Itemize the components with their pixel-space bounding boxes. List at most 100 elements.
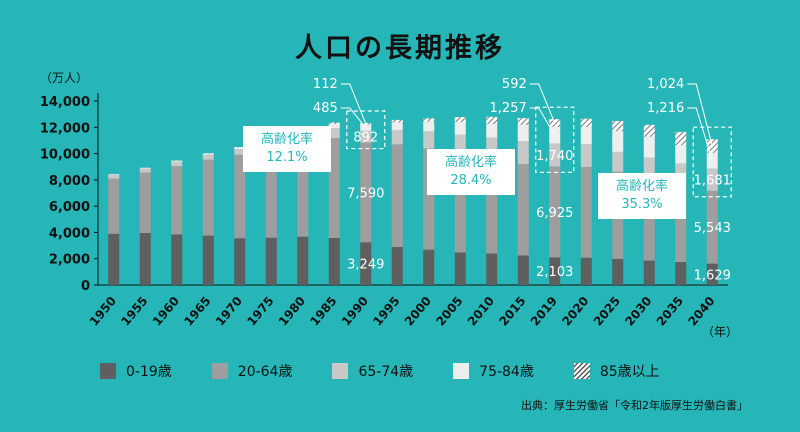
data-label-2040-2: 1,681	[694, 174, 731, 189]
bar-segment-1980-0	[297, 236, 309, 285]
legend-swatch	[100, 363, 116, 379]
data-label-2040-0: 1,629	[694, 268, 731, 283]
x-tick-label: 1970	[213, 294, 245, 329]
data-label-2019-3: 1,257	[490, 101, 527, 116]
legend-swatch	[573, 363, 590, 379]
x-tick-label: 1980	[276, 294, 308, 329]
highlight-box-2019	[535, 106, 575, 173]
highlight-box-1990	[346, 110, 386, 150]
bar-segment-1985-4	[328, 122, 340, 124]
data-label-2019-2: 1,740	[536, 149, 573, 164]
bar-segment-2015-4	[517, 118, 529, 125]
y-tick-label: 2,000	[49, 253, 90, 268]
legend-item: 0-19歳	[100, 361, 172, 381]
bar-segment-1950-3	[108, 174, 120, 175]
bar-segment-2010-3	[486, 123, 498, 138]
source-note: 出典：厚生労働省「令和2年版厚生労働白書」	[521, 399, 748, 412]
bar-segment-1970-4	[234, 147, 246, 148]
bar-segment-1995-1	[391, 144, 403, 247]
legend-label: 75-84歳	[479, 364, 534, 380]
bar-segment-1970-3	[234, 147, 246, 150]
legend-item: 75-84歳	[453, 361, 534, 381]
bar-segment-2000-2	[423, 131, 435, 149]
bar-segment-2005-1	[454, 153, 466, 253]
callout-value: 35.3%	[621, 197, 663, 212]
legend-swatch	[453, 363, 470, 379]
bar-segment-1950-1	[108, 178, 120, 234]
bar-segment-1985-1	[328, 138, 340, 238]
bar-segment-1970-0	[234, 238, 246, 285]
aging-rate-callout-2040: 高齢化率 35.3%	[598, 173, 686, 219]
data-label-2040-1: 5,543	[694, 221, 731, 236]
bar-segment-1965-2	[202, 154, 214, 160]
callout-value: 28.4%	[450, 173, 492, 188]
bar-segment-2005-3	[454, 122, 466, 135]
data-label-1990-0: 3,249	[347, 258, 384, 273]
leader-line-2040-4	[687, 83, 713, 147]
data-label-1990-3: 485	[313, 101, 338, 116]
data-label-2019-4: 592	[502, 77, 527, 92]
legend-item: 65-74歳	[332, 361, 413, 381]
bar-segment-1990-0	[360, 242, 372, 285]
bar-segment-2000-1	[423, 148, 435, 250]
bar-segment-2040-0	[706, 263, 718, 285]
legend-label: 65-74歳	[358, 364, 414, 380]
x-tick-label: 2025	[591, 294, 623, 329]
x-tick-label: 1960	[150, 294, 182, 329]
bar-segment-2010-2	[486, 137, 498, 158]
bar-segment-1960-1	[171, 166, 183, 235]
bar-segment-2020-3	[580, 127, 592, 145]
bar-segment-2020-4	[580, 118, 592, 128]
bar-segment-1955-0	[139, 232, 151, 285]
x-tick-label: 2020	[559, 294, 591, 329]
bar-segment-1950-0	[108, 233, 120, 285]
x-tick-label: 1955	[118, 294, 150, 329]
bar-segment-1955-3	[139, 167, 151, 169]
bar-segment-1955-2	[139, 168, 151, 173]
bar-segment-2035-4	[675, 131, 687, 146]
y-tick-label: 14,000	[40, 95, 90, 110]
bar-segment-2040-1	[706, 190, 718, 264]
highlight-box-2040	[692, 126, 732, 198]
bar-segment-2020-0	[580, 257, 592, 285]
y-tick-label: 10,000	[40, 148, 90, 163]
x-tick-label: 1975	[244, 294, 276, 329]
legend-item: 20-64歳	[211, 361, 292, 381]
bar-segment-2019-4	[549, 119, 561, 127]
callout-title: 高齢化率	[260, 132, 313, 147]
bar-segment-2015-1	[517, 164, 529, 256]
x-tick-label: 2035	[654, 294, 686, 329]
bar-segment-1990-2	[360, 130, 372, 143]
y-tick-label: 4,000	[49, 226, 90, 241]
bar-segment-2020-2	[580, 144, 592, 167]
bar-segment-1985-0	[328, 237, 340, 285]
bar-segment-2010-4	[486, 116, 498, 124]
leader-line-2040-3	[687, 107, 713, 161]
y-axis-label: （万人）	[40, 71, 88, 85]
bar-segment-2019-0	[549, 257, 561, 285]
x-tick-label: 2010	[465, 294, 497, 329]
x-tick-label: 1950	[87, 294, 119, 329]
bar-segment-2030-3	[643, 136, 655, 158]
bar-segment-2025-3	[612, 130, 624, 152]
bar-segment-1960-0	[171, 234, 183, 285]
bar-segment-1955-1	[139, 172, 151, 233]
x-tick-label: 1965	[181, 294, 213, 329]
x-tick-label: 2030	[622, 294, 654, 329]
data-label-2019-1: 6,925	[536, 206, 573, 221]
bar-segment-1995-4	[391, 119, 403, 123]
bar-segment-2030-0	[643, 260, 655, 285]
bar-segment-1995-0	[391, 246, 403, 285]
leader-line-2019-3	[529, 107, 556, 136]
bar-segment-1995-3	[391, 122, 403, 130]
x-tick-label: 1990	[339, 294, 371, 329]
bar-segment-1970-2	[234, 149, 246, 155]
data-label-2040-4: 1,024	[647, 77, 684, 92]
bar-segment-1950-2	[108, 174, 120, 179]
bar-segment-2030-2	[643, 157, 655, 177]
aging-rate-callout-2019: 高齢化率 28.4%	[427, 149, 515, 195]
bar-segment-2019-3	[549, 126, 561, 144]
aging-rate-callout-1990: 高齢化率 12.1%	[243, 126, 331, 172]
bar-segment-2005-4	[454, 117, 466, 123]
